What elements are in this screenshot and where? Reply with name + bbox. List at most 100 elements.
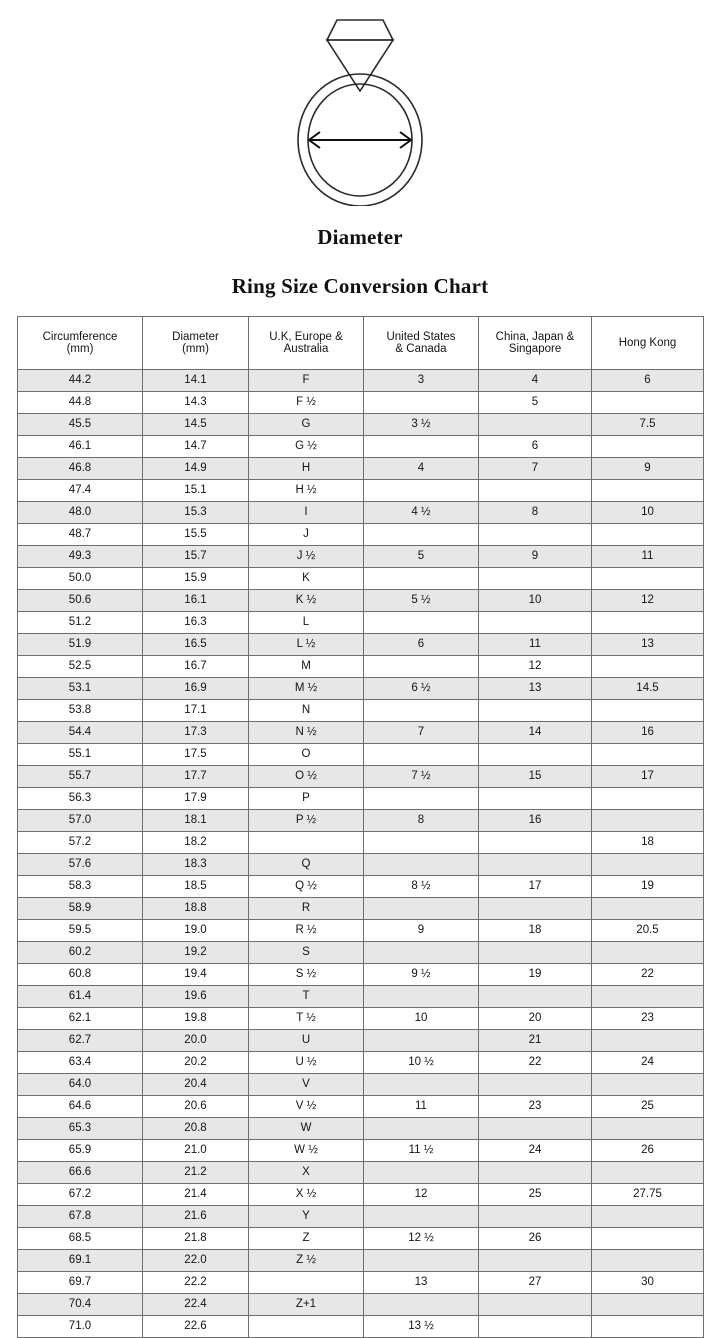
table-cell: 48.0	[17, 501, 143, 524]
table-cell: W ½	[248, 1139, 364, 1162]
table-row: 47.4 15.1 H ½	[17, 479, 704, 502]
table-cell: 5	[478, 391, 592, 414]
table-cell: T	[248, 985, 364, 1008]
table-cell	[478, 787, 592, 810]
table-cell	[478, 1205, 592, 1228]
table-cell	[363, 1249, 479, 1272]
table-cell: 67.2	[17, 1183, 143, 1206]
table-cell: 17.3	[142, 721, 249, 744]
table-cell: Q	[248, 853, 364, 876]
diameter-arrow-icon	[307, 131, 413, 149]
table-cell: 24	[478, 1139, 592, 1162]
column-header-1: Diameter (mm)	[142, 316, 249, 370]
table-cell	[591, 523, 704, 546]
table-cell: 19.4	[142, 963, 249, 986]
conversion-table-container: Circumference (mm) Diameter (mm) U.K, Europe…	[0, 316, 720, 1338]
table-cell: 13	[478, 677, 592, 700]
table-cell: 14	[478, 721, 592, 744]
table-cell: 48.7	[17, 523, 143, 546]
column-header-line1: United States	[386, 330, 456, 343]
table-cell: 11	[591, 545, 704, 568]
table-cell: 50.6	[17, 589, 143, 612]
table-cell: 22	[478, 1051, 592, 1074]
table-cell: 45.5	[17, 413, 143, 436]
table-cell: 16.9	[142, 677, 249, 700]
table-cell: I	[248, 501, 364, 524]
table-cell: 20.6	[142, 1095, 249, 1118]
page-title: Ring Size Conversion Chart	[231, 274, 489, 298]
table-cell: 10	[478, 589, 592, 612]
table-cell	[363, 743, 479, 766]
table-cell	[248, 1315, 364, 1338]
table-cell	[591, 699, 704, 722]
table-cell: 49.3	[17, 545, 143, 568]
table-row: 59.5 19.0 R ½ 9 18 20.5	[17, 919, 704, 942]
table-cell: 21.0	[142, 1139, 249, 1162]
table-cell: 26	[591, 1139, 704, 1162]
table-cell: 30	[591, 1271, 704, 1294]
table-cell	[591, 1315, 704, 1338]
table-cell: 17.9	[142, 787, 249, 810]
table-cell: J	[248, 523, 364, 546]
table-cell: 58.9	[17, 897, 143, 920]
table-cell: 52.5	[17, 655, 143, 678]
table-cell: 18.1	[142, 809, 249, 832]
table-cell	[363, 435, 479, 458]
table-cell: 7	[478, 457, 592, 480]
table-cell	[478, 743, 592, 766]
table-cell: 20.4	[142, 1073, 249, 1096]
table-cell: 22.4	[142, 1293, 249, 1316]
table-cell	[591, 897, 704, 920]
table-cell: 24	[591, 1051, 704, 1074]
table-cell: 17.5	[142, 743, 249, 766]
table-row: 71.0 22.6 13 ½	[17, 1315, 704, 1338]
table-cell: 21.4	[142, 1183, 249, 1206]
table-cell: 13	[363, 1271, 479, 1294]
table-cell	[363, 1205, 479, 1228]
table-cell: 18.5	[142, 875, 249, 898]
table-cell	[478, 1293, 592, 1316]
table-cell: 14.3	[142, 391, 249, 414]
table-cell: 5	[363, 545, 479, 568]
table-cell: 63.4	[17, 1051, 143, 1074]
table-row: 57.2 18.2 18	[17, 831, 704, 854]
table-cell	[478, 853, 592, 876]
table-row: 70.4 22.4 Z+1	[17, 1293, 704, 1316]
table-cell	[248, 831, 364, 854]
table-row: 63.4 20.2 U ½ 10 ½ 22 24	[17, 1051, 704, 1074]
table-cell: 16.7	[142, 655, 249, 678]
table-cell: J ½	[248, 545, 364, 568]
table-cell: 17	[591, 765, 704, 788]
table-cell: 19	[478, 963, 592, 986]
column-header-5: Hong Kong	[591, 316, 704, 370]
table-cell: 5 ½	[363, 589, 479, 612]
table-cell: 14.5	[591, 677, 704, 700]
table-body: 44.2 14.1 F 3 4 6 44.8 14.3 F ½ 5 45.5 14.5 G 3 ½ 7.5 4…	[17, 369, 704, 1338]
table-cell: 25	[478, 1183, 592, 1206]
column-header-4: China, Japan & Singapore	[478, 316, 592, 370]
ring-diamond-svg	[297, 19, 423, 206]
table-cell	[478, 985, 592, 1008]
table-cell	[478, 941, 592, 964]
table-cell: 65.3	[17, 1117, 143, 1140]
table-cell: 17	[478, 875, 592, 898]
table-row: 67.2 21.4 X ½ 12 25 27.75	[17, 1183, 704, 1206]
table-cell: 20	[478, 1007, 592, 1030]
table-cell: 57.2	[17, 831, 143, 854]
table-cell: F	[248, 369, 364, 392]
table-cell: 11	[363, 1095, 479, 1118]
table-cell: R ½	[248, 919, 364, 942]
column-header-line1: Diameter	[172, 330, 219, 343]
table-cell: S ½	[248, 963, 364, 986]
table-cell: 22.0	[142, 1249, 249, 1272]
table-row: 51.9 16.5 L ½ 6 11 13	[17, 633, 704, 656]
table-cell: 18.8	[142, 897, 249, 920]
table-row: 69.7 22.2 13 27 30	[17, 1271, 704, 1294]
table-cell: V ½	[248, 1095, 364, 1118]
column-header-line1: Circumference	[42, 330, 118, 343]
